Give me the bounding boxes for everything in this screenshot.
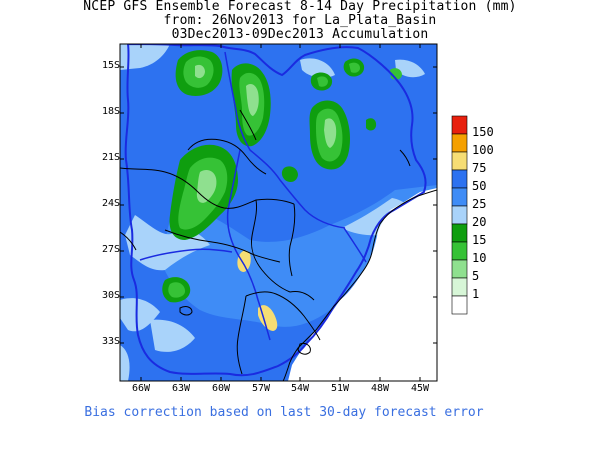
precip-field-5 bbox=[324, 118, 337, 148]
plot-frame bbox=[119, 43, 438, 382]
precip-field-10 bbox=[317, 76, 328, 87]
precip-field-5 bbox=[196, 170, 217, 203]
precip-field-20 bbox=[120, 345, 130, 381]
legend-swatch bbox=[451, 205, 468, 225]
lat-label: 21S bbox=[101, 152, 120, 163]
precip-field-15 bbox=[366, 118, 377, 131]
precip-field-75 bbox=[237, 250, 251, 272]
lake-outline bbox=[297, 343, 311, 355]
x-ticks bbox=[140, 44, 421, 381]
legend-swatch bbox=[451, 187, 468, 207]
legend-swatch bbox=[451, 295, 468, 315]
lon-label: 54W bbox=[290, 383, 310, 394]
lat-label: 33S bbox=[101, 336, 120, 347]
basin-internal-boundary bbox=[226, 149, 271, 341]
lon-label: 60W bbox=[211, 383, 231, 394]
lat-label: 18S bbox=[101, 106, 120, 117]
basin-boundary bbox=[124, 44, 427, 377]
precip-field-75 bbox=[258, 305, 278, 331]
legend-label: 1 bbox=[472, 287, 480, 301]
country-border bbox=[187, 138, 267, 175]
country-border bbox=[239, 109, 257, 141]
country-border bbox=[289, 291, 315, 301]
country-border bbox=[399, 149, 411, 167]
y-ticks bbox=[120, 66, 437, 344]
legend-swatch bbox=[451, 169, 468, 189]
country-border bbox=[120, 231, 137, 251]
precip-field-20 bbox=[120, 44, 170, 70]
ocean-mask bbox=[288, 188, 437, 381]
legend-label: 20 bbox=[472, 215, 487, 229]
coastline bbox=[282, 189, 437, 381]
basin-internal-boundary bbox=[224, 51, 346, 229]
legend-swatch bbox=[451, 133, 468, 153]
precip-field-20 bbox=[300, 58, 335, 78]
lat-label: 27S bbox=[101, 244, 120, 255]
lon-label: 66W bbox=[131, 383, 151, 394]
country-border bbox=[164, 229, 281, 263]
lon-label: 48W bbox=[370, 383, 390, 394]
lake-outline bbox=[179, 306, 193, 316]
chart-subtitle-period: 03Dec2013-09Dec2013 Accumulation bbox=[171, 27, 429, 42]
precip-field-5 bbox=[195, 64, 205, 79]
legend-swatch bbox=[451, 223, 468, 243]
legend-swatch bbox=[451, 151, 468, 171]
precip-field-10 bbox=[168, 282, 186, 298]
legend-label: 15 bbox=[472, 233, 487, 247]
basin-internal-boundary bbox=[343, 227, 367, 263]
legend-label: 25 bbox=[472, 197, 487, 211]
lat-label: 24S bbox=[101, 198, 120, 209]
chart-subtitle-issue: from: 26Nov2013 for La_Plata_Basin bbox=[163, 13, 437, 28]
legend-swatch bbox=[451, 115, 468, 135]
legend-label: 100 bbox=[472, 143, 494, 157]
country-border bbox=[245, 291, 321, 341]
precip-field-20 bbox=[125, 215, 210, 271]
precip-field-20 bbox=[395, 59, 425, 78]
legend-swatch bbox=[451, 241, 468, 261]
precip-field-15 bbox=[281, 166, 298, 183]
precip-field-5 bbox=[246, 84, 259, 116]
country-border bbox=[120, 167, 295, 209]
legend-label: 5 bbox=[472, 269, 480, 283]
legend-label: 150 bbox=[472, 125, 494, 139]
basin-internal-boundary bbox=[139, 248, 233, 261]
lon-label: 51W bbox=[330, 383, 350, 394]
legend-label: 75 bbox=[472, 161, 487, 175]
legend-swatch bbox=[451, 259, 468, 279]
chart-title: NCEP GFS Ensemble Forecast 8-14 Day Prec… bbox=[83, 0, 517, 14]
precip-field-20 bbox=[120, 298, 160, 332]
country-border bbox=[251, 199, 291, 293]
legend-label: 50 bbox=[472, 179, 487, 193]
bias-correction-note: Bias correction based on last 30-day for… bbox=[84, 405, 484, 420]
lon-label: 63W bbox=[171, 383, 191, 394]
legend-label: 10 bbox=[472, 251, 487, 265]
legend-swatch bbox=[451, 277, 468, 297]
lon-label: 57W bbox=[251, 383, 271, 394]
country-border bbox=[288, 203, 296, 277]
precip-field-20 bbox=[150, 319, 195, 352]
lon-label: 45W bbox=[410, 383, 430, 394]
lat-label: 15S bbox=[101, 60, 120, 71]
lat-label: 30S bbox=[101, 290, 120, 301]
country-border bbox=[236, 295, 247, 375]
precip-field-10 bbox=[349, 62, 360, 73]
